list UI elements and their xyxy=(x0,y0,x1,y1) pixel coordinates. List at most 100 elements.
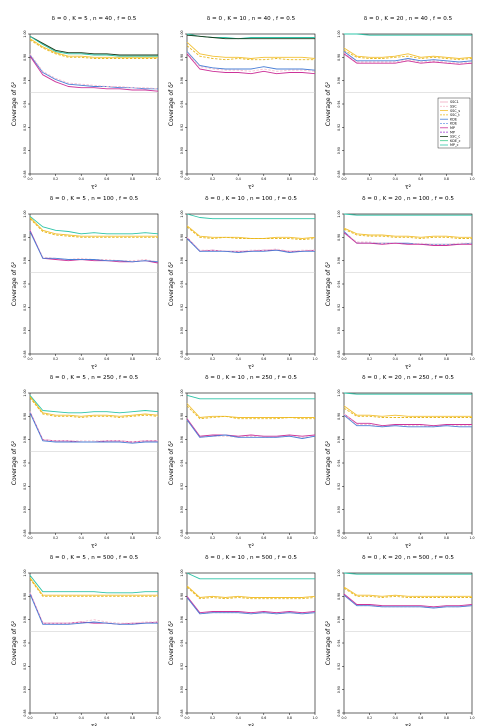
x-tick-label: 0.0 xyxy=(184,536,189,540)
x-tick-label: 0.2 xyxy=(210,357,215,361)
x-tick-label: 0.4 xyxy=(236,177,241,181)
y-tick-label: 0.92 xyxy=(23,483,27,490)
x-tick-label: 0.2 xyxy=(367,177,372,181)
x-tick-label: 0.2 xyxy=(53,357,58,361)
x-tick-label: 1.0 xyxy=(469,716,474,720)
chart-title: δ = 0 , K = 10 , n = 500 , f = 0.5 xyxy=(205,555,297,561)
y-tick-label: 0.98 xyxy=(23,234,27,241)
series-line-ssc-s xyxy=(186,585,316,598)
plot-frame xyxy=(343,213,473,355)
chart-title: δ = 0 , K = 20 , n = 100 , f = 0.5 xyxy=(362,196,454,202)
y-tick-label: 0.88 xyxy=(23,529,27,536)
chart-title: δ = 0 , K = 10 , n = 250 , f = 0.5 xyxy=(205,375,297,381)
x-tick-label: 0.6 xyxy=(418,177,423,181)
x-tick-label: 0.8 xyxy=(287,357,292,361)
x-tick-label: 0.4 xyxy=(393,357,398,361)
y-tick-label: 0.90 xyxy=(23,147,27,154)
y-tick-label: 0.96 xyxy=(180,616,184,623)
series-line-ssc xyxy=(343,413,472,428)
x-tick-label: 0.2 xyxy=(53,177,58,181)
y-tick-label: 1.00 xyxy=(337,30,341,37)
series-line-mp xyxy=(186,53,316,75)
series-line-ssc-t xyxy=(186,226,316,241)
y-tick-label: 0.88 xyxy=(180,350,184,357)
y-tick-label: 0.88 xyxy=(23,709,27,716)
y-tick-label: 0.96 xyxy=(180,436,184,443)
x-tick-label: 1.0 xyxy=(155,177,160,181)
x-axis-label: τ² xyxy=(405,364,412,371)
y-axis-label: Coverage of δ² xyxy=(168,440,175,485)
y-tick-label: 0.90 xyxy=(337,506,341,513)
chart-title: δ = 0 , K = 20 , n = 250 , f = 0.5 xyxy=(362,375,454,381)
legend-label: SSC_c xyxy=(450,135,460,139)
x-tick-label: 0.6 xyxy=(104,536,109,540)
y-tick-label: 1.00 xyxy=(337,389,341,396)
series-line-kde xyxy=(29,231,159,263)
plot-frame xyxy=(29,213,159,355)
plot-frame xyxy=(186,213,316,355)
y-tick-label: 0.98 xyxy=(180,413,184,420)
series-line-ssc xyxy=(186,597,316,615)
x-tick-label: 1.0 xyxy=(155,536,160,540)
x-tick-label: 0.6 xyxy=(418,357,423,361)
series-line-mp-c xyxy=(186,33,315,40)
y-axis-label: Coverage of δ² xyxy=(11,81,18,126)
x-tick-label: 1.0 xyxy=(312,716,317,720)
x-axis-label: τ² xyxy=(91,723,98,726)
y-tick-label: 0.96 xyxy=(23,436,27,443)
y-tick-label: 0.98 xyxy=(337,413,341,420)
y-tick-label: 0.88 xyxy=(337,529,341,536)
y-tick-label: 0.90 xyxy=(180,147,184,154)
x-axis-label: τ² xyxy=(91,543,98,550)
x-axis-label: τ² xyxy=(91,364,98,371)
series-line-ssc-t xyxy=(343,587,472,598)
y-tick-label: 0.92 xyxy=(180,483,184,490)
chart-title: δ = 0 , K = 5 , n = 40 , f = 0.5 xyxy=(52,16,137,22)
x-axis-label: τ² xyxy=(405,723,412,726)
x-tick-label: 0.6 xyxy=(261,716,266,720)
x-tick-label: 0.4 xyxy=(236,716,241,720)
chart-panel-8: δ = 0 , K = 10 , n = 250 , f = 0.5 Covera… xyxy=(168,375,318,550)
series-line-ssc-s xyxy=(29,577,158,596)
y-tick-label: 0.88 xyxy=(180,529,184,536)
legend-label: MP_c xyxy=(450,143,459,147)
x-tick-label: 0.8 xyxy=(130,177,135,181)
x-tick-label: 0.4 xyxy=(393,177,398,181)
y-tick-label: 0.90 xyxy=(180,686,184,693)
series-line-ssc-s xyxy=(186,403,315,418)
y-tick-label: 1.00 xyxy=(23,389,27,396)
x-tick-label: 0.0 xyxy=(27,716,32,720)
series-line-ssc-t xyxy=(343,407,472,418)
y-tick-label: 0.90 xyxy=(180,327,184,334)
series-line-kde xyxy=(186,597,316,615)
x-tick-label: 0.4 xyxy=(236,357,241,361)
y-tick-label: 0.90 xyxy=(23,506,27,513)
series-line-ssc xyxy=(29,411,158,443)
chart-title: δ = 0 , K = 5 , n = 250 , f = 0.5 xyxy=(50,375,139,381)
x-tick-label: 0.2 xyxy=(367,357,372,361)
series-line-ssc-s xyxy=(29,396,159,417)
y-tick-label: 0.96 xyxy=(180,257,184,264)
y-tick-label: 1.00 xyxy=(23,569,27,576)
x-tick-label: 0.8 xyxy=(287,536,292,540)
y-axis-label: Coverage of δ² xyxy=(168,81,175,126)
series-line-ssc xyxy=(343,52,473,64)
chart-panel-10: δ = 0 , K = 5 , n = 500 , f = 0.5 Coverag… xyxy=(11,555,161,726)
series-line-ssc xyxy=(29,53,159,90)
x-tick-label: 0.0 xyxy=(27,177,32,181)
chart-panel-11: δ = 0 , K = 10 , n = 500 , f = 0.5 Covera… xyxy=(168,555,318,726)
chart-panel-1: δ = 0 , K = 5 , n = 40 , f = 0.5 Coverage… xyxy=(11,16,161,191)
chart-panel-3: δ = 0 , K = 20 , n = 40 , f = 0.5 Coverag… xyxy=(325,16,475,191)
x-tick-label: 0.0 xyxy=(184,177,189,181)
x-tick-label: 1.0 xyxy=(155,357,160,361)
x-tick-label: 0.6 xyxy=(418,716,423,720)
chart-title: δ = 0 , K = 5 , n = 100 , f = 0.5 xyxy=(50,196,139,202)
x-tick-label: 1.0 xyxy=(469,536,474,540)
x-tick-label: 0.8 xyxy=(444,716,449,720)
series-line-mp-c xyxy=(343,572,472,575)
x-tick-label: 1.0 xyxy=(312,357,317,361)
legend-label: KDE xyxy=(450,122,457,126)
y-tick-label: 0.88 xyxy=(23,170,27,177)
chart-panel-4: δ = 0 , K = 5 , n = 100 , f = 0.5 Coverag… xyxy=(11,196,161,371)
chart-panel-5: δ = 0 , K = 10 , n = 100 , f = 0.5 Covera… xyxy=(168,196,318,371)
